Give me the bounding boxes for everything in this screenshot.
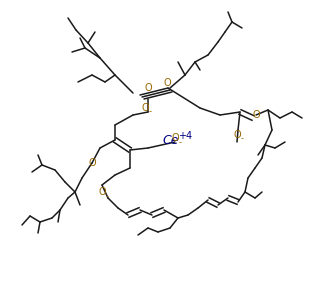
Text: O: O xyxy=(88,158,96,168)
Text: O: O xyxy=(163,78,171,88)
Text: -: - xyxy=(106,193,108,202)
Text: O: O xyxy=(252,110,260,120)
Text: O: O xyxy=(144,83,152,93)
Text: -: - xyxy=(241,135,243,143)
Text: O: O xyxy=(98,187,106,197)
Text: O: O xyxy=(171,133,179,143)
Text: -: - xyxy=(149,108,152,116)
Text: O: O xyxy=(233,130,241,140)
Text: -: - xyxy=(179,139,182,147)
Text: Ce: Ce xyxy=(162,134,179,147)
Text: O: O xyxy=(141,103,149,113)
Text: +4: +4 xyxy=(178,131,192,141)
